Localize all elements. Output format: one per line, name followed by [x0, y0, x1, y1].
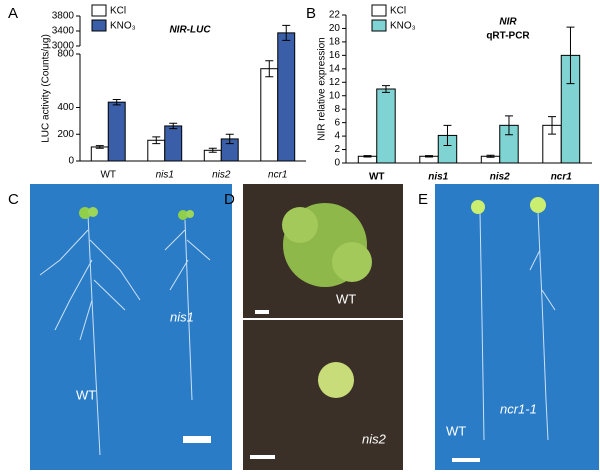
error-bar [225, 133, 234, 145]
error-bar [265, 60, 274, 78]
photo-label: nis2 [362, 431, 387, 446]
y-tick-label: 6 [334, 117, 340, 128]
error-bar [443, 124, 452, 147]
legend-label: KCl [110, 6, 126, 17]
legend-label: KNO₃ [390, 21, 416, 32]
panel-letter: E [418, 191, 428, 208]
error-bar [548, 116, 557, 135]
legend-swatch [91, 4, 107, 17]
y-tick-label: 0 [68, 156, 74, 167]
bar [376, 88, 396, 164]
x-tick-label: nis1 [428, 172, 448, 183]
y-tick-label: 8 [334, 104, 340, 115]
y-tick-label: 14 [329, 63, 341, 74]
error-bar [363, 155, 372, 158]
x-tick-label: nis2 [490, 172, 510, 183]
bar [90, 146, 109, 162]
legend-swatch [371, 4, 387, 17]
y-tick-label: 800 [57, 49, 74, 60]
y-tick-label: 18 [329, 37, 341, 48]
error-bar [381, 85, 390, 93]
x-tick-label: ncr1 [268, 170, 287, 181]
photo-e [435, 184, 599, 470]
error-bar [152, 136, 161, 145]
y-tick-label: 3000 [52, 41, 75, 52]
photo-label: nis1 [170, 309, 194, 324]
error-bar [95, 145, 104, 149]
panel-letter: C [8, 191, 19, 208]
legend-swatch [91, 19, 107, 32]
axis-break [77, 47, 83, 53]
photo-label: ncr1-1 [500, 401, 537, 416]
x-tick-label: WT [100, 170, 116, 181]
panel-letter: A [8, 5, 18, 22]
y-tick-label: 3800 [52, 11, 75, 22]
photo-label: WT [336, 291, 356, 306]
error-bar [169, 122, 178, 130]
error-bar [566, 26, 575, 85]
error-bar [504, 115, 513, 136]
y-tick-label: 200 [57, 129, 74, 140]
x-tick-label: nis1 [156, 170, 174, 181]
bar [260, 68, 279, 162]
error-bar [486, 154, 495, 158]
panel-letter: B [306, 5, 316, 22]
y-tick-label: 3400 [52, 26, 75, 37]
photo-c [30, 184, 232, 470]
y-tick-label: 22 [329, 10, 341, 21]
y-tick-label: 16 [329, 50, 341, 61]
x-tick-label: nis2 [212, 170, 231, 181]
y-tick-label: 4 [334, 131, 340, 142]
error-bar [425, 155, 434, 158]
y-tick-label: 2 [334, 144, 340, 155]
y-axis-label: LUC activity (Counts/μg) [41, 34, 52, 143]
x-tick-label: WT [369, 172, 385, 183]
y-tick-label: 20 [329, 23, 341, 34]
panel-letter: D [224, 191, 235, 208]
chart-title: NIR [499, 17, 517, 28]
bar [164, 125, 183, 162]
error-bar [208, 147, 217, 153]
y-tick-label: 10 [329, 90, 341, 101]
y-tick-label: 400 [57, 102, 74, 113]
legend-swatch [371, 19, 387, 32]
legend-label: KCl [390, 6, 406, 17]
photo-label: WT [76, 387, 96, 402]
y-tick-label: 0 [334, 158, 340, 169]
x-tick-label: ncr1 [551, 172, 573, 183]
y-tick-label: 12 [329, 77, 341, 88]
legend-label: KNO₃ [110, 21, 136, 32]
chart-title: NIR-LUC [169, 25, 211, 36]
error-bar [112, 98, 121, 106]
photo-d [243, 184, 403, 470]
bar [277, 32, 296, 162]
error-bar [282, 24, 291, 41]
bar [107, 101, 126, 162]
y-axis-label: NIR relative expression [317, 37, 328, 140]
chart-subtitle: qRT-PCR [486, 31, 530, 42]
photo-label: WT [446, 423, 466, 438]
